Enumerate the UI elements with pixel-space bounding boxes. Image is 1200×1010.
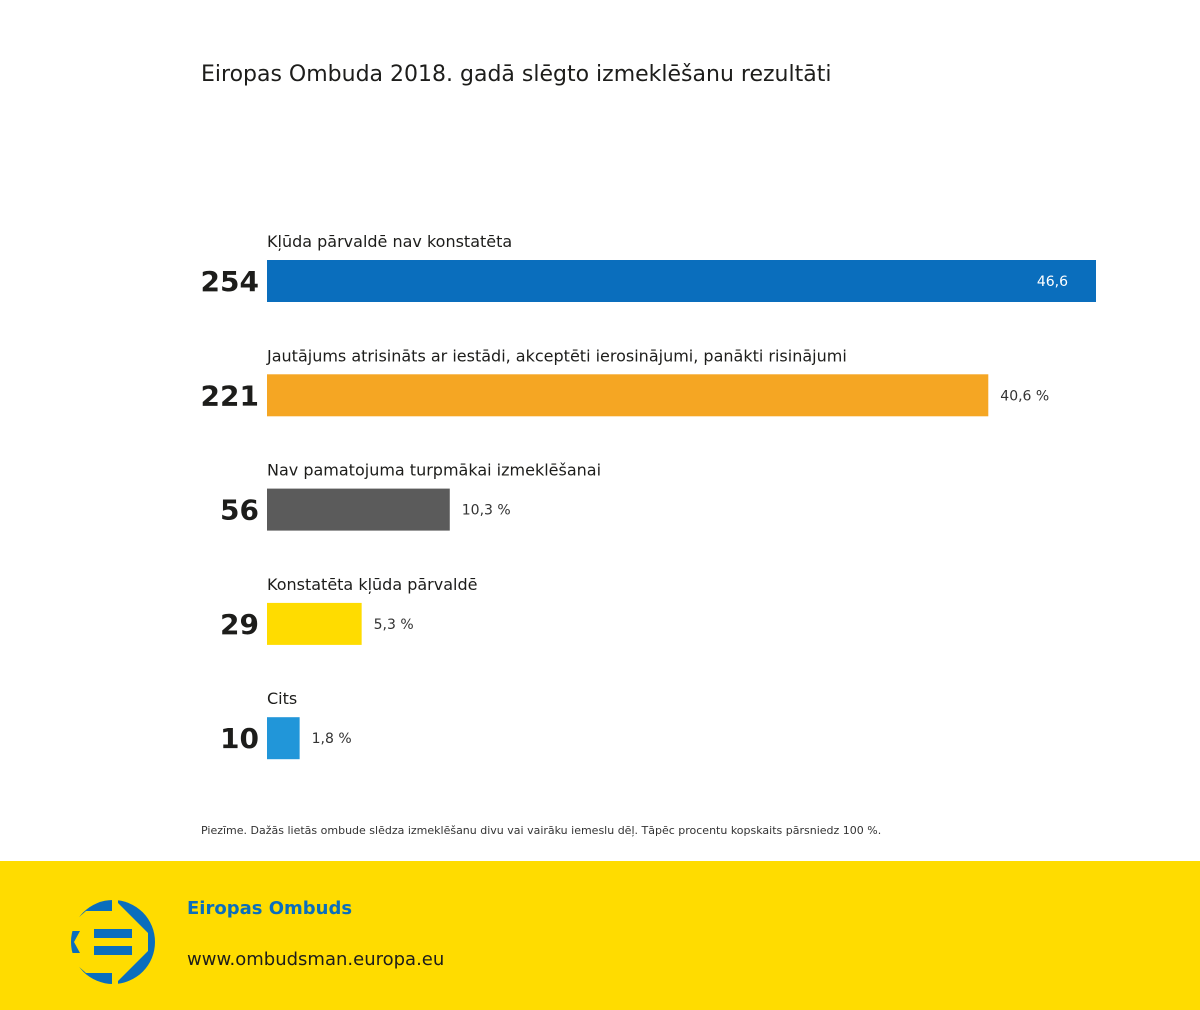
- chart-note: Piezīme. Dažās lietās ombude slēdza izme…: [201, 824, 882, 837]
- category-label: Kļūda pārvaldē nav konstatēta: [267, 232, 512, 251]
- category-label: Nav pamatojuma turpmākai izmeklēšanai: [267, 461, 601, 480]
- percent-label: 5,3 %: [374, 617, 414, 633]
- european-ombudsman-logo-icon: [71, 900, 155, 984]
- count-label: 29: [220, 608, 259, 641]
- bar: [267, 488, 450, 531]
- count-label: 254: [201, 265, 259, 298]
- bar: [267, 260, 1096, 302]
- category-label: Konstatēta kļūda pārvaldē: [267, 575, 477, 594]
- bar-chart: Kļūda pārvaldē nav konstatēta 254 46,6 Jaut…: [201, 232, 1096, 760]
- organization-url[interactable]: www.ombudsman.europa.eu: [187, 949, 445, 970]
- count-label: 10: [220, 722, 259, 755]
- count-label: 221: [201, 379, 259, 412]
- percent-label: 40,6 %: [1000, 388, 1049, 404]
- bar: [267, 602, 362, 645]
- footer-banner: Eiropas Ombuds www.ombudsman.europa.eu: [0, 861, 1200, 1010]
- category-label: Cits: [267, 689, 297, 708]
- count-label: 56: [220, 494, 259, 527]
- bar: [267, 717, 300, 760]
- organization-name: Eiropas Ombuds: [187, 898, 353, 919]
- category-label: Jautājums atrisināts ar iestādi, akceptē…: [266, 346, 847, 365]
- bar: [267, 374, 989, 417]
- percent-label: 10,3 %: [462, 503, 511, 519]
- percent-label: 1,8 %: [312, 731, 352, 747]
- percent-label: 46,6: [1037, 274, 1068, 290]
- chart-title: Eiropas Ombuda 2018. gadā slēgto izmeklē…: [201, 62, 832, 87]
